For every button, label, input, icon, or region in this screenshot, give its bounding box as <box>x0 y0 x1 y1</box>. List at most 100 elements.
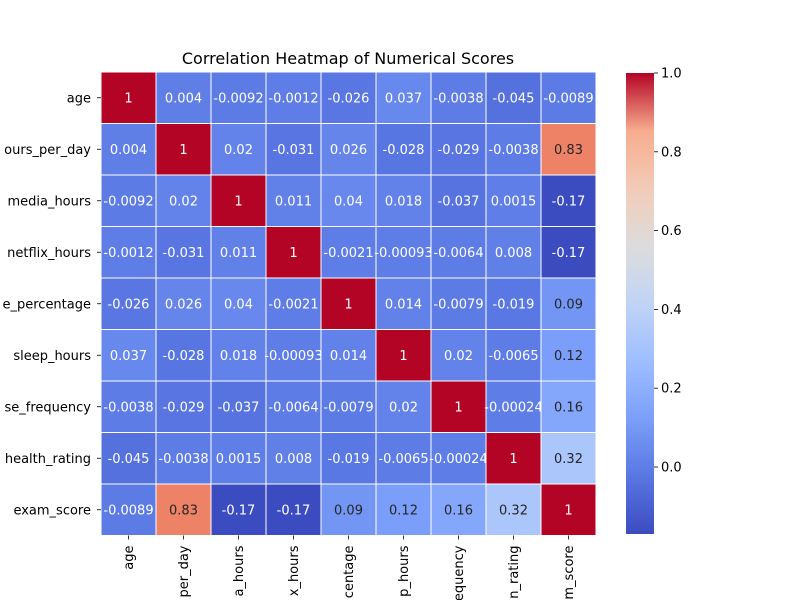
cell-label: 1 <box>564 503 572 518</box>
cell-label: -0.029 <box>163 400 205 415</box>
cell-label: -0.026 <box>108 297 150 312</box>
colorbar: 0.0 0.2 0.4 0.6 0.8 1.0 <box>626 67 682 534</box>
row-label: e_percentage <box>2 297 91 312</box>
cell-label: -0.0038 <box>158 452 208 467</box>
colorbar-gradient <box>626 73 654 534</box>
col-label: centage <box>342 546 357 599</box>
heatmap-cell <box>375 329 432 382</box>
cell-label: -0.0064 <box>268 400 318 415</box>
cell-label: 0.011 <box>220 246 257 261</box>
heatmap-cell <box>100 432 157 485</box>
cell-label: -0.045 <box>493 91 535 106</box>
cell-label: 0.014 <box>385 297 422 312</box>
heatmap-cell <box>375 277 432 330</box>
heatmap-cell <box>540 226 597 279</box>
cell-label: -0.031 <box>163 246 205 261</box>
row-label: age <box>67 91 91 106</box>
col-label: m_score <box>562 546 577 600</box>
heatmap-cell <box>100 380 157 433</box>
cell-label: 0.12 <box>389 503 418 518</box>
heatmap-cell <box>265 174 322 227</box>
cell-label: -0.028 <box>383 143 425 158</box>
row-labels: age ours_per_day media_hours netflix_hourse… <box>2 91 101 518</box>
row-label: se_frequency <box>5 400 92 415</box>
cell-label: 0.16 <box>554 400 583 415</box>
heatmap-cell <box>430 174 487 227</box>
heatmap-cell <box>265 226 322 279</box>
heatmap-cell <box>210 277 267 330</box>
cell-label: -0.0079 <box>323 400 373 415</box>
heatmap-cell <box>155 71 212 124</box>
heatmap-cell <box>430 483 487 536</box>
cell-label: -0.0021 <box>323 246 373 261</box>
heatmap-cell <box>540 432 597 485</box>
colorbar-tick-label: 0.0 <box>661 461 682 476</box>
cell-label: 0.09 <box>554 297 583 312</box>
col-label: p_hours <box>397 545 412 597</box>
colorbar-tick-label: 0.4 <box>661 303 682 318</box>
heatmap-cell <box>100 226 157 279</box>
heatmap-cell <box>375 483 432 536</box>
cell-label: 0.026 <box>165 297 202 312</box>
heatmap-cell <box>320 174 377 227</box>
col-label: age <box>122 546 137 570</box>
heatmap-cell <box>485 329 542 382</box>
cell-label: 0.04 <box>224 297 253 312</box>
cell-label: -0.17 <box>552 246 586 261</box>
cell-label: 0.037 <box>110 349 147 364</box>
col-label: a_hours <box>232 545 247 596</box>
heatmap-cell <box>210 123 267 176</box>
colorbar-tick-label: 1.0 <box>661 67 682 82</box>
cell-label: 1 <box>344 297 352 312</box>
cell-label: 1 <box>179 143 187 158</box>
cell-label: -0.0064 <box>433 246 483 261</box>
cell-label: 0.0015 <box>216 452 262 467</box>
heatmap-cell <box>100 329 157 382</box>
heatmap-cell <box>210 71 267 124</box>
row-label: netflix_hours <box>7 246 91 261</box>
heatmap-cell <box>540 277 597 330</box>
cell-label: -0.00024 <box>484 400 542 415</box>
row-label: sleep_hours <box>13 349 91 364</box>
heatmap-cell <box>100 483 157 536</box>
row-label: ours_per_day <box>4 143 91 158</box>
cell-label: 0.02 <box>444 349 473 364</box>
cell-label: 0.037 <box>385 91 422 106</box>
cell-label: 0.83 <box>554 143 583 158</box>
heatmap-cell <box>155 226 212 279</box>
col-labels: age per_day a_hours x_hours centage p_hours eq… <box>122 535 577 600</box>
cell-label: 0.12 <box>554 349 583 364</box>
colorbar-tick-label: 0.8 <box>661 145 682 160</box>
heatmap-cell <box>485 123 542 176</box>
heatmap-cell <box>320 380 377 433</box>
cell-label: -0.0065 <box>378 452 428 467</box>
cell-label: -0.028 <box>163 349 205 364</box>
heatmap-cells: 1 0.004 -0.0092 -0.0012 -0.026 0.037 -0.0038 -0… <box>100 71 597 536</box>
cell-label: -0.17 <box>552 194 586 209</box>
cell-label: -0.0038 <box>433 91 483 106</box>
cell-label: -0.0012 <box>268 91 318 106</box>
cell-label: 0.02 <box>389 400 418 415</box>
cell-label: 0.018 <box>385 194 422 209</box>
cell-label: 0.004 <box>165 91 202 106</box>
col-label: x_hours <box>287 545 302 596</box>
heatmap-cell <box>320 432 377 485</box>
cell-label: 0.018 <box>220 349 257 364</box>
cell-label: 0.008 <box>495 246 532 261</box>
heatmap-cell <box>540 329 597 382</box>
heatmap-cell <box>265 277 322 330</box>
cell-label: 0.32 <box>554 452 583 467</box>
heatmap-cell <box>320 123 377 176</box>
cell-label: 1 <box>454 400 462 415</box>
cell-label: -0.0038 <box>103 400 153 415</box>
heatmap-cell <box>100 277 157 330</box>
cell-label: -0.045 <box>108 452 150 467</box>
heatmap-cell <box>430 432 487 485</box>
cell-label: 0.0015 <box>491 194 537 209</box>
cell-label: -0.037 <box>438 194 480 209</box>
heatmap-cell <box>265 329 322 382</box>
cell-label: -0.019 <box>328 452 370 467</box>
col-label: per_day <box>177 545 192 597</box>
cell-label: 0.09 <box>334 503 363 518</box>
heatmap-cell <box>155 174 212 227</box>
